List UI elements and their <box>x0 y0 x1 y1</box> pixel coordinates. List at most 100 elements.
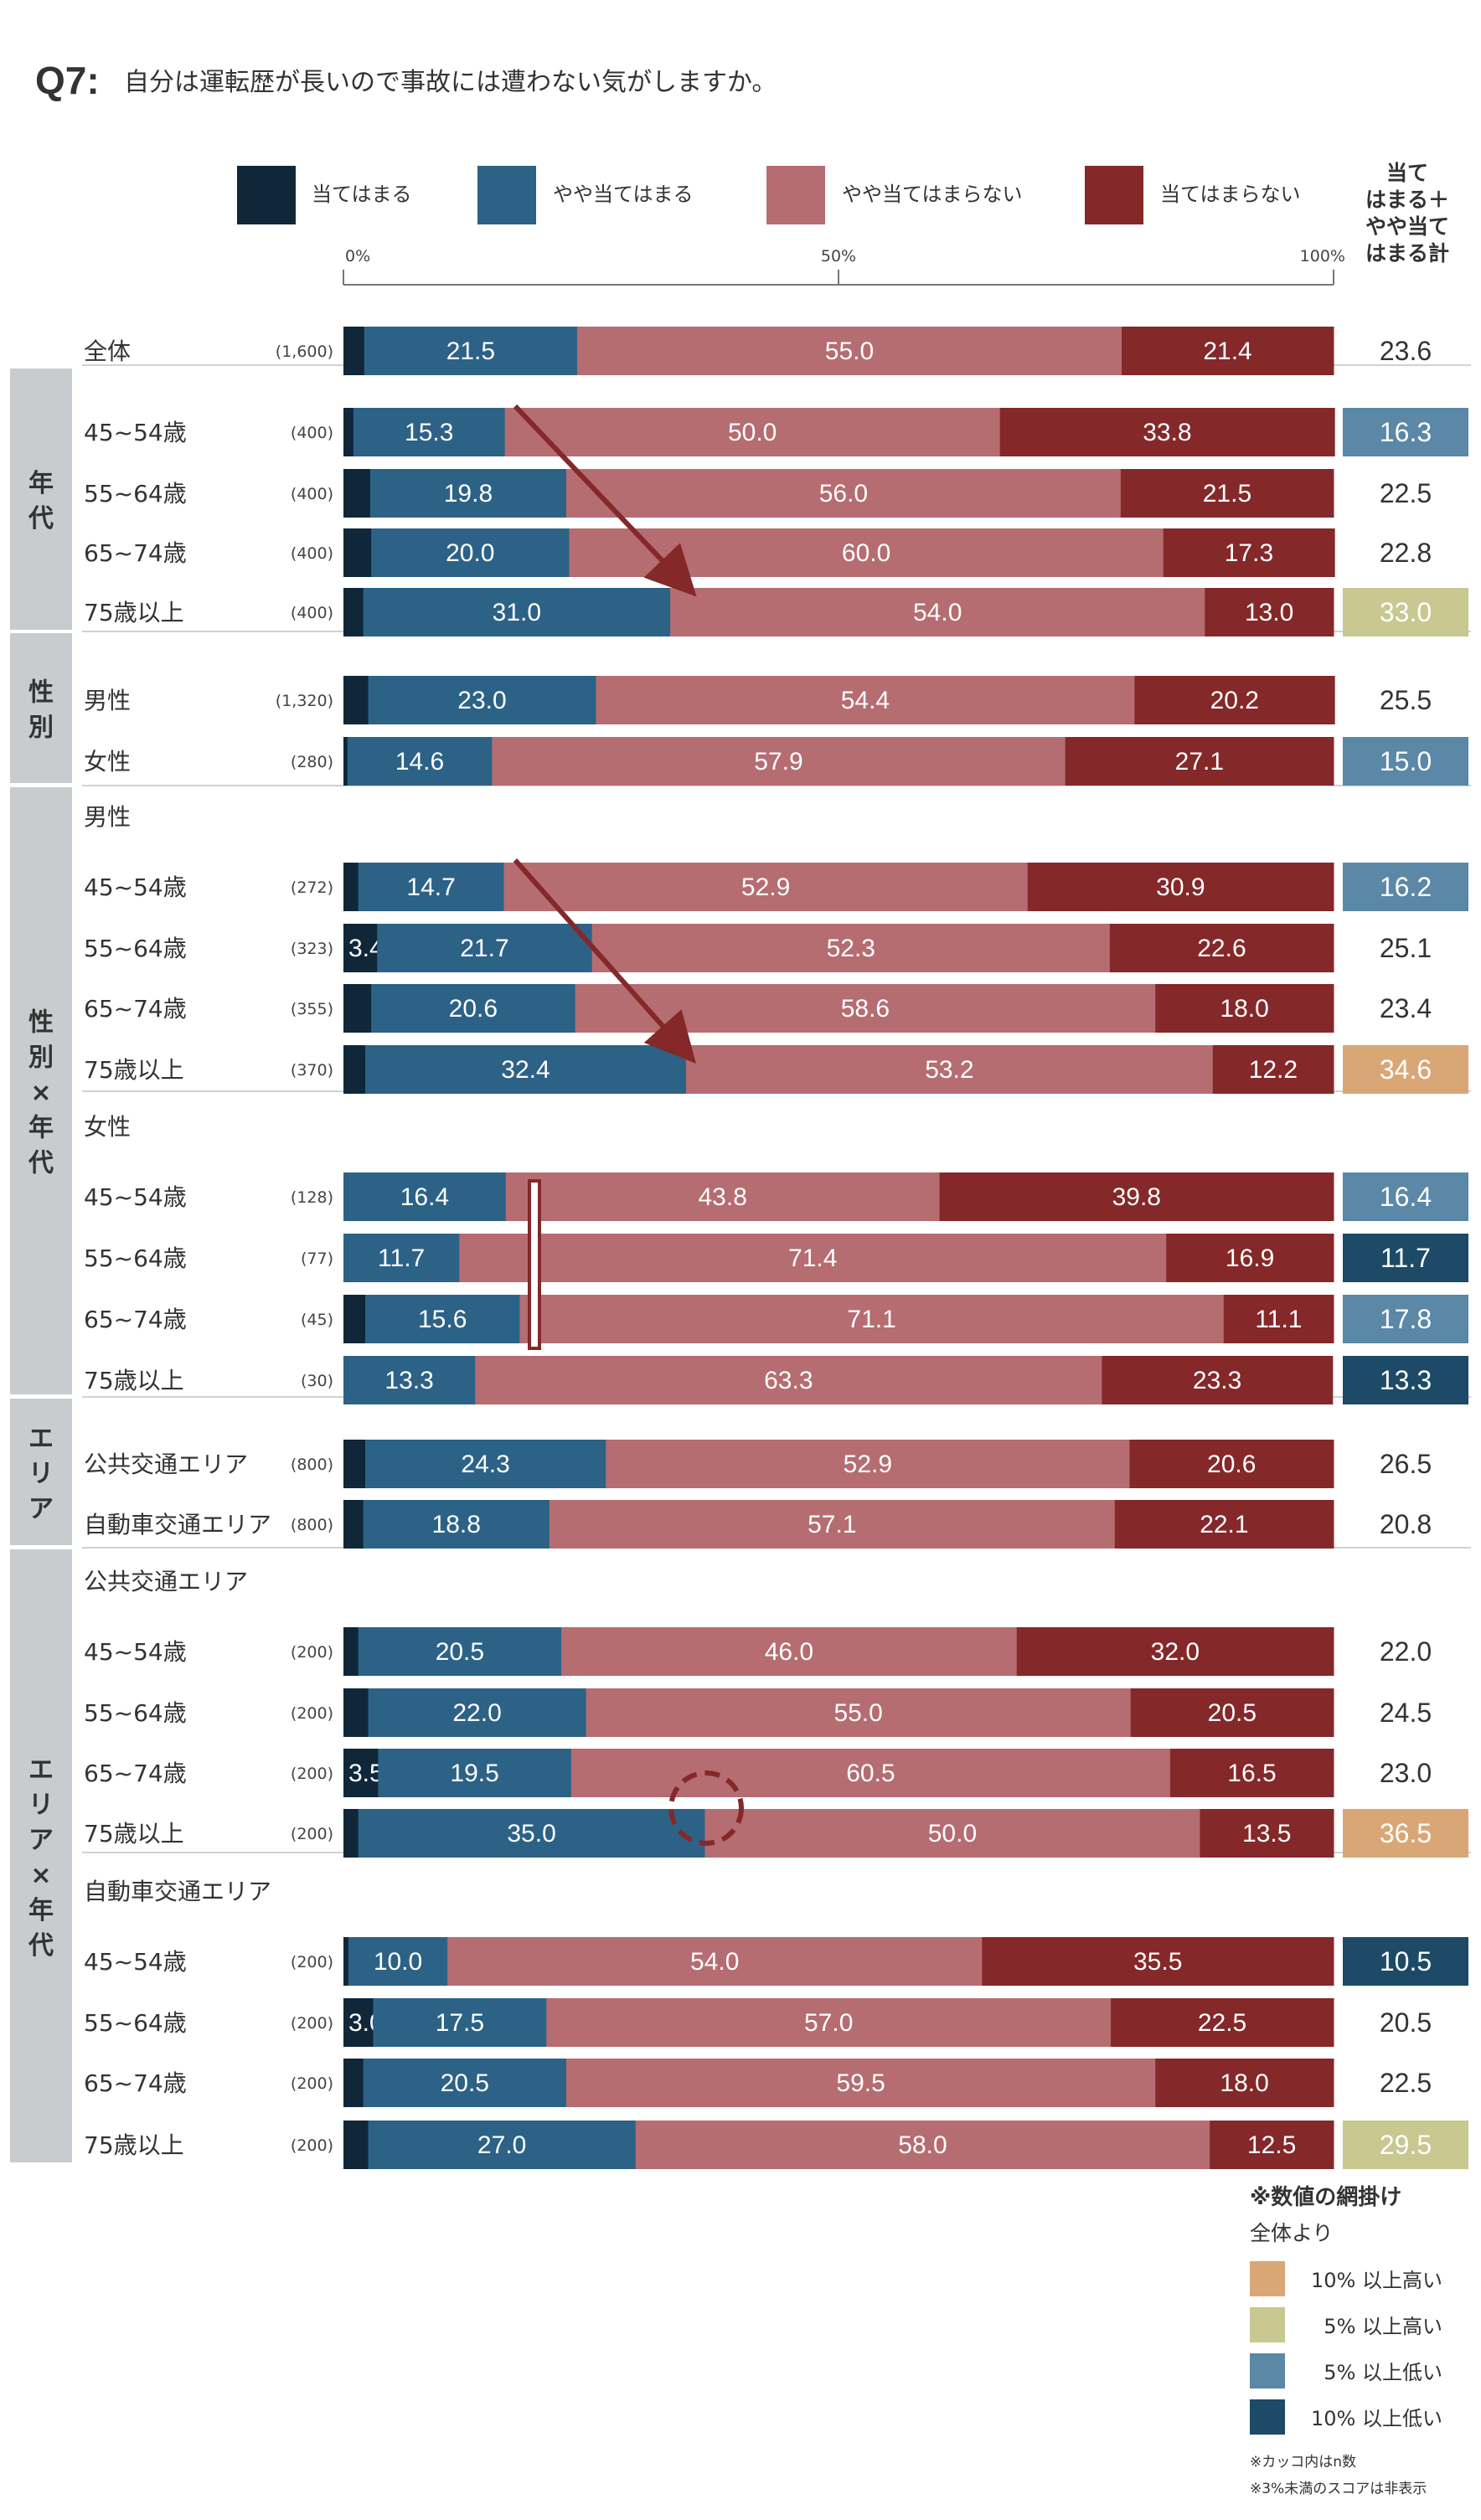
x-axis: 0% 50% 100% <box>343 247 1345 286</box>
data-label: 20.5 <box>436 1638 484 1666</box>
data-label: 10.0 <box>374 1948 422 1976</box>
bar-segment <box>343 2121 369 2169</box>
data-label: 3.5 <box>348 1760 384 1787</box>
bar-segment <box>1016 1627 1334 1676</box>
data-label: 54.4 <box>841 687 890 714</box>
table-row: 55~64歳 (400) 19.8 56.0 21.5 22.5 <box>84 469 1432 518</box>
data-label: 57.9 <box>754 748 802 776</box>
group-label-box <box>10 368 72 630</box>
row-n: (200) <box>291 1643 333 1662</box>
row-n: (280) <box>291 753 333 771</box>
bar-segment <box>1111 1998 1334 2047</box>
table-row: 男性 (1,320) 23.0 54.4 20.2 25.5 <box>84 676 1432 724</box>
bar-segment <box>982 1937 1334 1986</box>
data-label: 14.7 <box>406 873 455 901</box>
data-label: 23.0 <box>457 687 506 714</box>
bar-segment <box>365 1295 520 1343</box>
data-label: 43.8 <box>699 1183 747 1211</box>
trend-arrow-male-age <box>513 858 696 1064</box>
data-label: 18.8 <box>432 1511 481 1538</box>
row-label: 65~74歳 <box>84 1306 187 1333</box>
question-number: Q7: <box>35 59 100 102</box>
legend-label-somewhat-not: やや当てはまらない <box>842 183 1023 206</box>
group-label-char: 年 <box>28 469 54 498</box>
data-label: 21.5 <box>446 338 495 365</box>
data-label: 33.8 <box>1143 419 1191 446</box>
row-n: (200) <box>291 2136 333 2155</box>
bar-segment <box>565 2059 1156 2107</box>
subgroup-label: 男性 <box>84 803 131 831</box>
table-row: 45~54歳 (272) 14.7 52.9 30.9 16.2 <box>84 863 1468 911</box>
total-header-line4: はまる計 <box>1365 241 1449 265</box>
row-label: 公共交通エリア <box>84 1451 248 1478</box>
data-label: 16.5 <box>1227 1760 1276 1787</box>
row-label: 75歳以上 <box>84 599 184 626</box>
bar-segment <box>999 408 1335 456</box>
data-label: 16.9 <box>1226 1245 1274 1272</box>
group-label-char: 代 <box>28 504 54 533</box>
bar-segment <box>565 469 1122 518</box>
bar-segment <box>475 1356 1102 1404</box>
total-value: 22.8 <box>1380 538 1432 568</box>
table-row: 65~74歳 (400) 20.0 60.0 17.3 22.8 <box>84 528 1432 577</box>
bar-segment <box>343 1234 460 1282</box>
bar-segment <box>591 924 1111 972</box>
data-label: 19.5 <box>450 1760 498 1787</box>
table-row: 45~54歳 (200) 20.5 46.0 32.0 22.0 <box>84 1627 1432 1676</box>
row-label: 45~54歳 <box>84 1638 187 1666</box>
group-label-char: 年 <box>28 1114 54 1143</box>
data-label: 54.0 <box>913 599 962 626</box>
shade-legend-subtitle: 全体より <box>1250 2221 1334 2245</box>
footnote: ※カッコ内はn数 <box>1250 2454 1356 2471</box>
data-label: 52.9 <box>741 873 790 901</box>
legend-label-somewhat-apply: やや当てはまる <box>553 183 694 206</box>
group-label-char: リ <box>28 1460 54 1489</box>
bar-segment <box>561 1627 1018 1676</box>
highlight-circle <box>668 1770 744 1846</box>
shade-legend-label: 5% 以上低い <box>1324 2361 1442 2384</box>
data-label: 56.0 <box>819 480 868 508</box>
row-n: (45) <box>301 1311 333 1329</box>
bar-segment <box>1163 528 1335 577</box>
table-row: 65~74歳 (45) 15.6 71.1 11.1 17.8 <box>84 1295 1468 1343</box>
table-row: 45~54歳 (400) 15.3 50.0 33.8 16.3 <box>84 408 1468 456</box>
data-label: 22.5 <box>1198 2009 1246 2037</box>
total-value: 15.0 <box>1380 746 1432 776</box>
group-label-box <box>10 1399 72 1545</box>
row-label: 75歳以上 <box>84 2131 184 2159</box>
row-label: 45~54歳 <box>84 1183 187 1211</box>
row-n: (200) <box>291 1953 333 1971</box>
data-label: 15.3 <box>405 419 453 446</box>
data-label: 39.8 <box>1112 1183 1161 1211</box>
bar-segment <box>343 1688 369 1737</box>
data-label: 13.0 <box>1245 599 1293 626</box>
data-label: 20.5 <box>1208 1699 1257 1727</box>
total-value: 26.5 <box>1380 1449 1432 1479</box>
bar-segment <box>358 1627 562 1676</box>
total-value: 25.5 <box>1380 685 1432 715</box>
bar-segment <box>546 1998 1112 2047</box>
total-header-line2: はまる＋ <box>1365 188 1449 212</box>
row-label: 自動車交通エリア <box>84 1511 271 1538</box>
bar-segment <box>363 1500 550 1549</box>
data-label: 21.4 <box>1203 338 1251 365</box>
bar-segment <box>492 737 1066 786</box>
data-label: 52.9 <box>844 1451 892 1478</box>
bar-segment <box>343 1998 374 2047</box>
data-label: 57.0 <box>804 2009 853 2037</box>
bar-segment <box>348 1937 448 1986</box>
group-label-char: エ <box>28 1425 54 1454</box>
total-shade <box>1343 1234 1468 1282</box>
row-label: 55~64歳 <box>84 1699 187 1727</box>
data-label: 59.5 <box>836 2069 885 2097</box>
row-n: (272) <box>291 879 333 897</box>
bar-segment <box>685 1045 1214 1094</box>
subgroup-label: 自動車交通エリア <box>84 1878 271 1905</box>
row-n: (800) <box>291 1456 333 1474</box>
bar-segment <box>939 1172 1334 1221</box>
group-label-box <box>10 787 72 1394</box>
row-label: 全体 <box>84 338 131 365</box>
total-value: 11.7 <box>1380 1243 1431 1273</box>
total-shade <box>1343 2121 1468 2169</box>
row-label: 55~64歳 <box>84 480 187 508</box>
